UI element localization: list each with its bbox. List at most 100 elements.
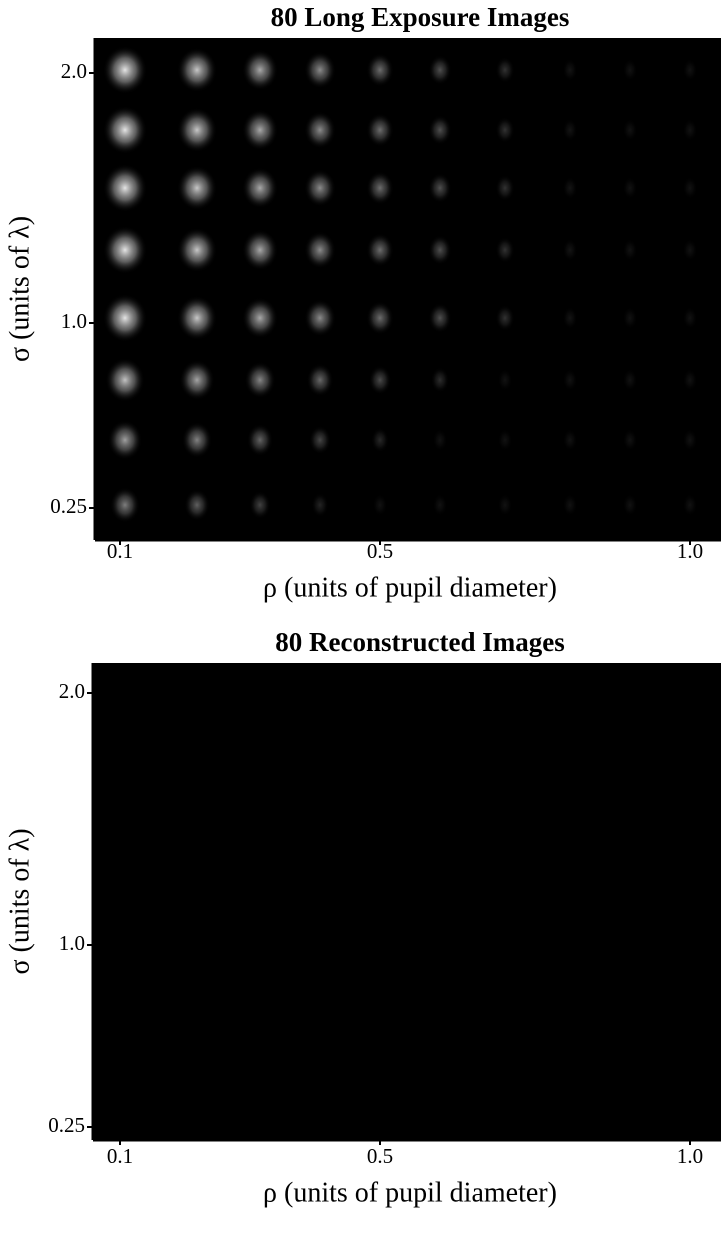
speckle-image <box>181 422 213 458</box>
speckle-image <box>242 297 278 339</box>
x-tick-label: 0.5 <box>367 539 393 563</box>
panel-title: 80 Long Exposure Images <box>271 2 570 32</box>
speckle-image <box>495 56 515 84</box>
speckle-image <box>177 227 217 273</box>
y-tick-label: 2.0 <box>61 59 87 83</box>
speckle-image <box>682 176 698 200</box>
image-area <box>93 663 721 1140</box>
y-axis-label: σ (units of λ) <box>4 828 35 974</box>
speckle-image <box>432 428 448 452</box>
speckle-image <box>107 420 143 460</box>
speckle-image <box>562 58 578 82</box>
speckle-image <box>622 368 638 392</box>
speckle-image <box>682 306 698 330</box>
speckle-image <box>242 49 278 91</box>
speckle-image <box>682 118 698 142</box>
speckle-image <box>495 304 515 332</box>
speckle-image <box>103 46 147 94</box>
speckle-image <box>242 167 278 209</box>
speckle-image <box>562 118 578 142</box>
speckle-image <box>309 425 331 455</box>
speckle-image <box>495 116 515 144</box>
speckle-image <box>304 111 336 149</box>
speckle-image <box>495 174 515 202</box>
speckle-image <box>622 118 638 142</box>
speckle-image <box>103 106 147 154</box>
x-tick-label: 0.5 <box>367 1144 393 1168</box>
speckle-image <box>562 428 578 452</box>
speckle-image <box>682 238 698 262</box>
speckle-image <box>103 294 147 342</box>
speckle-image <box>244 361 276 399</box>
speckle-image <box>682 493 698 517</box>
speckle-image <box>428 173 452 203</box>
speckle-image <box>562 493 578 517</box>
speckle-image <box>103 164 147 212</box>
speckle-image <box>622 428 638 452</box>
speckle-image <box>497 368 513 392</box>
x-axis-label: ρ (units of pupil diameter) <box>263 1177 557 1208</box>
speckle-image <box>366 171 394 205</box>
speckle-image <box>372 493 388 517</box>
speckle-image <box>242 109 278 151</box>
speckle-image <box>184 489 210 521</box>
speckle-image <box>622 176 638 200</box>
speckle-image <box>304 231 336 269</box>
speckle-image <box>371 427 389 453</box>
speckle-image <box>366 113 394 147</box>
speckle-image <box>103 226 147 274</box>
speckle-image <box>622 58 638 82</box>
y-tick-label: 1.0 <box>59 931 85 955</box>
speckle-image <box>622 238 638 262</box>
speckle-image <box>179 359 215 401</box>
speckle-image <box>368 365 392 395</box>
speckle-image <box>622 306 638 330</box>
y-tick-label: 0.25 <box>50 494 87 518</box>
speckle-image <box>432 493 448 517</box>
speckle-image <box>622 493 638 517</box>
speckle-image <box>682 428 698 452</box>
speckle-image <box>430 367 450 393</box>
speckle-image <box>177 295 217 341</box>
speckle-image <box>562 368 578 392</box>
speckle-image <box>562 306 578 330</box>
x-tick-label: 0.1 <box>107 1144 133 1168</box>
speckle-image <box>110 487 140 523</box>
speckle-image <box>682 368 698 392</box>
speckle-image <box>497 428 513 452</box>
speckle-image <box>306 363 334 397</box>
speckle-image <box>562 176 578 200</box>
speckle-image <box>242 229 278 271</box>
x-tick-label: 1.0 <box>677 1144 703 1168</box>
speckle-image <box>366 301 394 335</box>
speckle-image <box>249 490 271 520</box>
speckle-image <box>366 53 394 87</box>
speckle-image <box>304 51 336 89</box>
speckle-image <box>562 238 578 262</box>
speckle-image <box>495 236 515 264</box>
x-tick-label: 1.0 <box>677 539 703 563</box>
panel-title: 80 Reconstructed Images <box>275 627 564 657</box>
speckle-image <box>428 303 452 333</box>
speckle-image <box>428 55 452 85</box>
speckle-image <box>177 47 217 93</box>
x-tick-label: 0.1 <box>107 539 133 563</box>
speckle-image <box>428 235 452 265</box>
speckle-image <box>177 107 217 153</box>
speckle-image <box>682 58 698 82</box>
speckle-image <box>428 115 452 145</box>
speckle-image <box>246 423 274 457</box>
speckle-image <box>311 492 329 518</box>
y-tick-label: 0.25 <box>48 1113 85 1137</box>
y-axis-label: σ (units of λ) <box>4 216 35 362</box>
x-axis-label: ρ (units of pupil diameter) <box>263 572 557 603</box>
speckle-image <box>304 299 336 337</box>
y-tick-label: 1.0 <box>61 309 87 333</box>
speckle-image <box>177 165 217 211</box>
speckle-image <box>497 493 513 517</box>
speckle-image <box>105 358 145 402</box>
speckle-image <box>304 169 336 207</box>
speckle-image <box>366 233 394 267</box>
